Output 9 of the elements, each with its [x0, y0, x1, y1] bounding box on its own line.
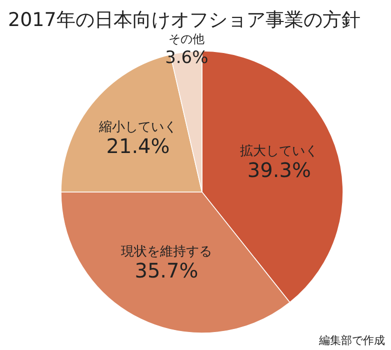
text: 編集部で作成	[318, 334, 385, 347]
slice-label: 現状を維持する	[120, 244, 212, 260]
slice-label: 縮小していく	[98, 120, 178, 136]
chart-title: 2017年の日本向けオフショア事業の方針	[8, 9, 360, 31]
slice-label: 拡大していく	[240, 144, 318, 160]
slice-label: その他	[168, 32, 205, 46]
data-label: 21.4%	[106, 134, 170, 158]
data-label: 35.7%	[134, 258, 198, 283]
data-label: 39.3%	[247, 158, 311, 182]
